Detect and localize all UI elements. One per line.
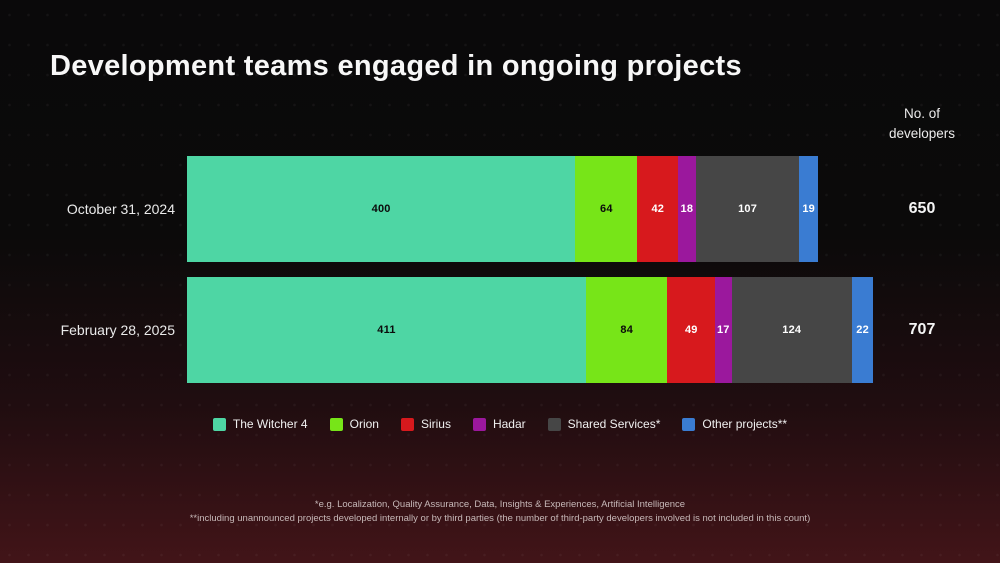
legend-item: Hadar xyxy=(472,417,526,431)
bar-value-label: 64 xyxy=(600,203,613,215)
bar-segment-sirius: 49 xyxy=(667,277,716,383)
row-label: October 31, 2024 xyxy=(66,201,175,217)
bar-segment-shared-services: 107 xyxy=(695,156,800,262)
legend-label: The Witcher 4 xyxy=(232,417,308,431)
legend-label: Hadar xyxy=(492,417,526,431)
bar-segment-orion: 64 xyxy=(575,156,638,262)
row-total: 707 xyxy=(908,321,936,338)
legend-label: Shared Services* xyxy=(567,417,661,431)
bar-segment-the-witcher-4: 411 xyxy=(187,277,586,383)
bar-segment-sirius: 42 xyxy=(637,156,679,262)
legend-swatch-icon xyxy=(472,417,486,431)
bar-value-label: 107 xyxy=(738,203,758,215)
legend-swatch-icon xyxy=(682,417,696,431)
legend-label: Orion xyxy=(349,417,379,431)
legend-item: Sirius xyxy=(400,417,451,431)
legend-item: The Witcher 4 xyxy=(212,417,308,431)
row-label: February 28, 2025 xyxy=(60,322,175,338)
legend-swatch-icon xyxy=(400,417,414,431)
bar-value-label: 411 xyxy=(377,324,396,336)
bar-segment-other-projects: 19 xyxy=(799,156,818,262)
footnotes: *e.g. Localization, Quality Assurance, D… xyxy=(0,498,1000,526)
legend-swatch-icon xyxy=(329,417,343,431)
legend-item: Other projects** xyxy=(682,417,787,431)
stacked-bar: 400 64 42 18 107 19 xyxy=(187,156,818,262)
bar-row: February 28, 2025 411 84 49 17 124 22 707 xyxy=(0,277,1000,383)
legend-swatch-icon xyxy=(212,417,226,431)
legend-swatch-icon xyxy=(547,417,561,431)
bar-segment-the-witcher-4: 400 xyxy=(187,156,576,262)
legend-item: Shared Services* xyxy=(547,417,661,431)
bar-value-label: 17 xyxy=(716,324,730,336)
bar-value-label: 400 xyxy=(371,203,391,215)
bar-row: October 31, 2024 400 64 42 18 107 19 650 xyxy=(0,156,1000,262)
bar-value-label: 42 xyxy=(651,203,665,215)
stacked-bar: 411 84 49 17 124 22 xyxy=(187,277,874,383)
bar-segment-other-projects: 22 xyxy=(851,277,874,383)
row-total: 650 xyxy=(908,200,936,217)
bar-segment-orion: 84 xyxy=(585,277,668,383)
bar-value-label: 19 xyxy=(802,203,815,215)
bar-segment-shared-services: 124 xyxy=(731,277,852,383)
bar-value-label: 124 xyxy=(782,324,802,336)
bar-segment-hadar: 17 xyxy=(715,277,732,383)
page-title: Development teams engaged in ongoing pro… xyxy=(50,50,742,82)
bar-segment-hadar: 18 xyxy=(678,156,696,262)
bar-value-label: 49 xyxy=(684,324,698,336)
axis-header-no-of-developers: No. of developers xyxy=(888,106,956,142)
chart-legend: The Witcher 4 Orion Sirius Hadar Shared Serv… xyxy=(0,417,1000,431)
legend-label: Other projects** xyxy=(702,417,788,431)
legend-label: Sirius xyxy=(420,417,451,431)
footnote-other-projects: **including unannounced projects develop… xyxy=(189,513,811,524)
legend-item: Orion xyxy=(329,417,379,431)
bar-value-label: 22 xyxy=(856,324,869,336)
stacked-bar-chart: October 31, 2024 400 64 42 18 107 19 650 Februar… xyxy=(0,156,1000,398)
bar-value-label: 84 xyxy=(620,324,634,336)
footnote-shared-services: *e.g. Localization, Quality Assurance, D… xyxy=(314,499,686,510)
bar-value-label: 18 xyxy=(680,203,694,215)
